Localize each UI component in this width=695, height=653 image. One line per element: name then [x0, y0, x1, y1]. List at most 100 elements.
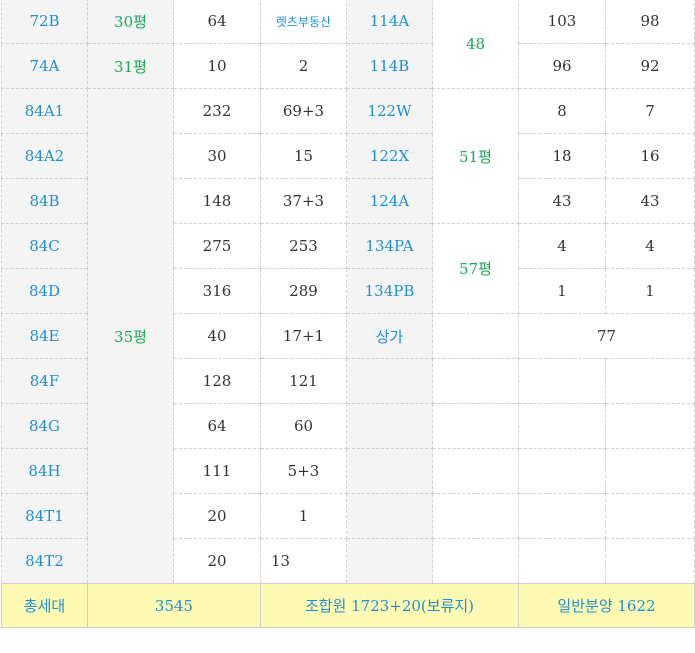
total-units-cell: 111 [173, 448, 261, 494]
unit-type-cell: 84C [1, 223, 88, 269]
empty-cell [346, 538, 433, 584]
totals-row: 총세대 3545 조합원 1723+20(보류지) 일반분양 1622 [1, 583, 695, 628]
unit-type-cell: 84A1 [1, 88, 88, 134]
empty-cell [346, 448, 433, 494]
totals-general-sale: 일반분양 1622 [518, 583, 695, 628]
table-row: 84G 64 60 [1, 403, 695, 449]
empty-cell [518, 493, 606, 539]
unit-type-cell: 84B [1, 178, 88, 224]
total-units-cell: 4 [518, 223, 606, 269]
table-row: 84C 275 253 134PA 57평 4 4 [1, 223, 695, 314]
general-units-cell: 98 [605, 0, 695, 44]
general-units-cell: 289 [260, 268, 347, 314]
general-units-cell: 15 [260, 133, 347, 179]
table-row: 84D 316 289 134PB 1 1 [1, 268, 695, 314]
unit-type-cell: 72B [1, 0, 88, 44]
total-units-cell: 96 [518, 43, 606, 89]
unit-type-cell: 74A [1, 43, 88, 89]
general-units-cell: 37+3 [260, 178, 347, 224]
general-units-cell: 69+3 [260, 88, 347, 134]
table-row: 84A2 30 15 122X 18 16 [1, 133, 695, 179]
housing-unit-table: 72B 30평 64 렛츠부동산 114A 48 103 98 74A 31평 … [1, 0, 695, 628]
empty-cell [605, 538, 695, 584]
empty-cell [605, 403, 695, 449]
totals-all-households: 3545 [87, 583, 261, 628]
total-units-cell: 8 [518, 88, 606, 134]
empty-cell [432, 403, 519, 449]
general-units-cell: 121 [260, 358, 347, 404]
general-units-cell: 16 [605, 133, 695, 179]
unit-type-cell: 84G [1, 403, 88, 449]
total-units-cell: 232 [173, 88, 261, 134]
empty-cell [346, 358, 433, 404]
unit-type-cell: 84T1 [1, 493, 88, 539]
empty-cell [346, 493, 433, 539]
general-units-cell: 1 [260, 493, 347, 539]
pyeong-cell: 30평 [87, 0, 174, 44]
general-units-cell: 253 [260, 223, 347, 269]
total-units-cell: 148 [173, 178, 261, 224]
pyeong-cell: 31평 [87, 43, 174, 89]
empty-cell [432, 448, 519, 494]
general-units-cell: 5+3 [260, 448, 347, 494]
total-units-cell: 20 [173, 493, 261, 539]
unit-type-cell: 84H [1, 448, 88, 494]
total-units-cell: 103 [518, 0, 606, 44]
unit-type-cell: 124A [346, 178, 433, 224]
unit-type-cell: 122W [346, 88, 433, 134]
empty-cell [518, 403, 606, 449]
table-row: 84F 128 121 [1, 358, 695, 404]
general-units-cell: 92 [605, 43, 695, 89]
unit-type-cell: 122X [346, 133, 433, 179]
total-units-cell: 30 [173, 133, 261, 179]
empty-cell [518, 448, 606, 494]
general-units-cell: 2 [260, 43, 347, 89]
table-row: 84T2 20 13 [1, 538, 695, 584]
table-row: 84T1 20 1 [1, 493, 695, 539]
general-units-cell: 17+1 [260, 313, 347, 359]
pyeong-cell: 51평 [432, 88, 519, 224]
general-units-cell: 4 [605, 223, 695, 269]
total-units-cell: 18 [518, 133, 606, 179]
empty-cell [605, 493, 695, 539]
total-units-cell: 20 [173, 538, 261, 584]
total-units-cell: 40 [173, 313, 261, 359]
empty-cell [605, 358, 695, 404]
general-units-cell: 1 [605, 268, 695, 314]
empty-cell [432, 313, 519, 359]
general-units-cell: 13 [260, 538, 347, 584]
empty-cell [518, 358, 606, 404]
table-row: 84H 111 5+3 [1, 448, 695, 494]
unit-type-cell: 84A2 [1, 133, 88, 179]
unit-type-cell: 84E [1, 313, 88, 359]
empty-cell [432, 493, 519, 539]
total-units-cell: 275 [173, 223, 261, 269]
general-units-cell: 43 [605, 178, 695, 224]
unit-type-cell: 상가 [346, 313, 433, 359]
total-units-cell: 64 [173, 403, 261, 449]
total-units-cell: 64 [173, 0, 261, 44]
unit-type-cell: 84D [1, 268, 88, 314]
unit-type-cell: 114A [346, 0, 433, 44]
unit-type-cell: 134PA [346, 223, 433, 269]
total-units-cell: 10 [173, 43, 261, 89]
pyeong-cell: 48 [432, 0, 519, 89]
empty-cell [518, 538, 606, 584]
empty-cell [605, 448, 695, 494]
watermark-text: 렛츠부동산 [260, 0, 347, 44]
pyeong-cell: 57평 [432, 223, 519, 314]
total-units-cell: 316 [173, 268, 261, 314]
unit-type-cell: 84F [1, 358, 88, 404]
unit-type-cell: 114B [346, 43, 433, 89]
merged-units-cell: 77 [518, 313, 695, 359]
total-units-cell: 43 [518, 178, 606, 224]
general-units-cell: 60 [260, 403, 347, 449]
unit-type-cell: 134PB [346, 268, 433, 314]
table-row: 72B 30평 64 렛츠부동산 114A 48 103 98 [1, 0, 695, 89]
empty-cell [432, 538, 519, 584]
empty-cell [346, 403, 433, 449]
table-row: 84A1 35평 232 69+3 122W 51평 8 7 [1, 88, 695, 584]
table-row: 74A 31평 10 2 114B 96 92 [1, 43, 695, 89]
general-units-cell: 7 [605, 88, 695, 134]
totals-label: 총세대 [1, 583, 88, 628]
